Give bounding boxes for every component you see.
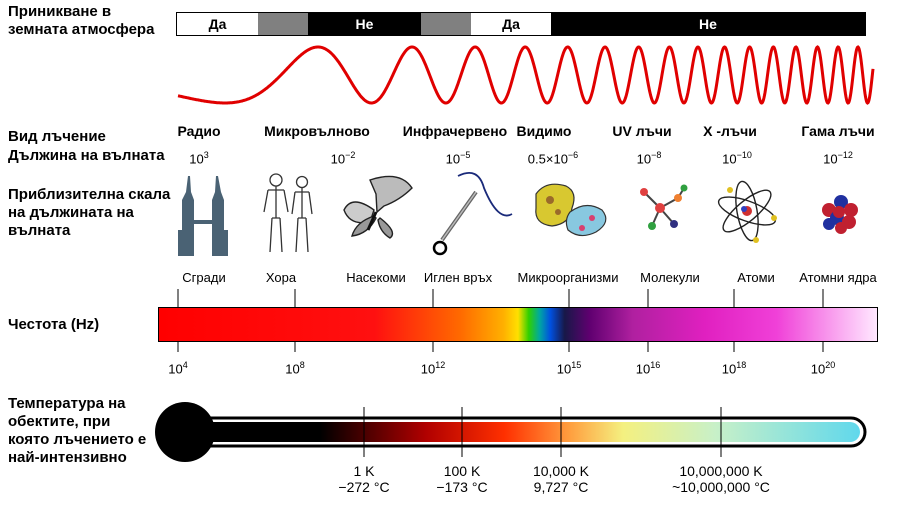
wavelength-value: 10−12 (823, 150, 853, 167)
buildings-icon (178, 176, 228, 256)
scale-name: Хора (265, 270, 297, 285)
scale-name: Атомни ядра (799, 270, 877, 285)
frequency-value: 1016 (635, 360, 661, 377)
wave-graphic (177, 45, 875, 105)
scale-label: Приблизителна скала на дължината на вълнат… (8, 186, 171, 239)
wavelength-value: 10−8 (636, 150, 662, 167)
nucleus-icon (822, 195, 858, 234)
frequency-spectrum-bar (158, 307, 878, 342)
temperature-label: Температура на обектите, при която лъчени… (8, 395, 147, 466)
wavelength-value: 10−5 (445, 150, 471, 167)
frequency-value: 1018 (721, 360, 747, 377)
wavelength-value: 0.5×10−6 (527, 150, 579, 167)
microorganisms-icon (535, 183, 607, 237)
atmosphere-yes-segment: Да (471, 13, 551, 35)
atmosphere-partial-segment (258, 13, 308, 35)
atmosphere-no-segment: Не (551, 13, 865, 35)
atmosphere-bar (176, 12, 866, 36)
wavelength-value: 10−2 (330, 150, 356, 167)
atmosphere-label: Приникване в земната атмосфера (8, 3, 155, 38)
scale-name: Насекоми (346, 270, 406, 285)
frequency-value: 1012 (420, 360, 446, 377)
wavelength-label: Дължина на вълната (8, 147, 165, 164)
band-name-radio: Радио (177, 123, 221, 139)
band-name-visible: Видимо (516, 123, 572, 139)
scale-name: Атоми (737, 270, 775, 285)
frequency-value: 1020 (810, 360, 836, 377)
band-name-uv: UV лъчи (612, 123, 672, 139)
needle-icon (432, 172, 513, 256)
scale-name: Молекули (640, 270, 700, 285)
atmosphere-partial-segment (421, 13, 471, 35)
humans-icon (263, 173, 313, 253)
thermometer (155, 402, 867, 462)
atmosphere-no-segment: Не (308, 13, 421, 35)
scale-name: Сгради (182, 270, 226, 285)
band-name-gamma: Гама лъчи (801, 123, 875, 139)
temperature-value: 100 K −173 °C (436, 463, 488, 495)
molecule-icon (640, 184, 688, 230)
frequency-value: 1015 (556, 360, 582, 377)
atmosphere-yes-segment: Да (177, 13, 258, 35)
band-name-xray: X -лъчи (703, 123, 757, 139)
temperature-value: 10,000,000 K ~10,000,000 °C (672, 463, 770, 495)
temperature-value: 1 K −272 °C (338, 463, 390, 495)
temperature-value: 10,000 K 9,727 °C (532, 463, 590, 495)
frequency-value: 104 (168, 360, 188, 377)
radiation-type-label: Вид лъчение (8, 128, 106, 145)
wavelength-value: 10−10 (722, 150, 752, 167)
band-name-infrared: Инфрачервено (402, 123, 508, 139)
atom-icon (717, 180, 777, 243)
wavelength-value: 103 (189, 150, 209, 167)
butterfly-icon (343, 175, 413, 239)
frequency-label: Честота (Hz) (8, 316, 100, 333)
scale-name: Иглен връх (423, 270, 493, 285)
frequency-value: 108 (285, 360, 305, 377)
band-name-microwave: Микровълново (264, 123, 370, 139)
scale-name: Микроорганизми (517, 270, 619, 285)
